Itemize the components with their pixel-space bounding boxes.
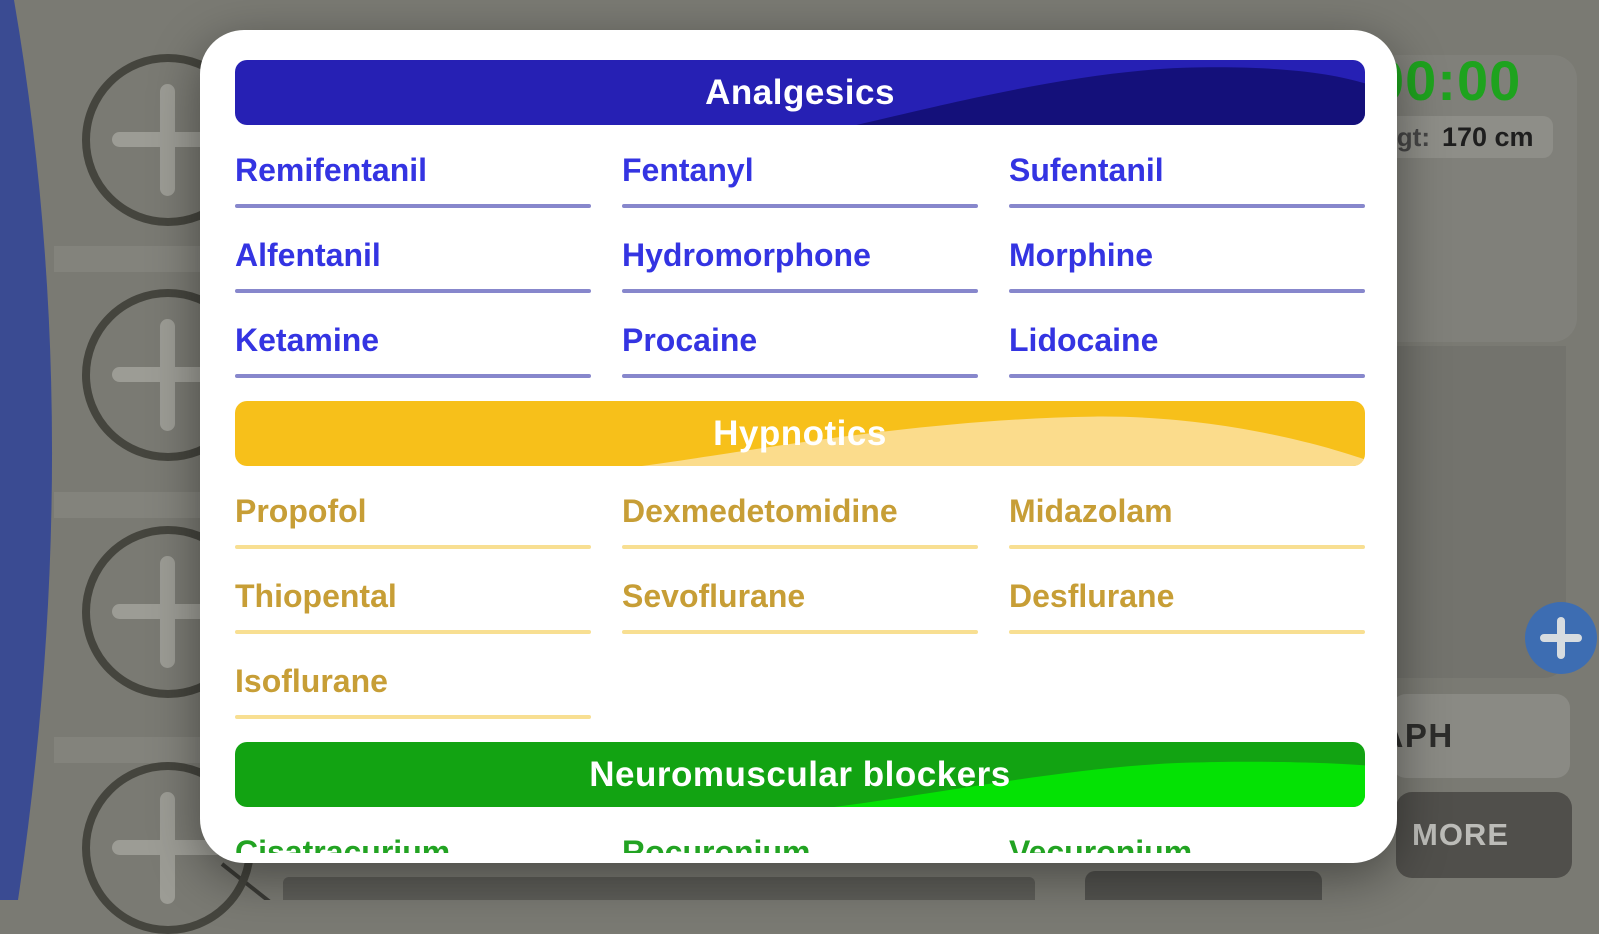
drug-label: Dexmedetomidine	[622, 493, 898, 529]
drug-item-procaine[interactable]: Procaine	[622, 321, 978, 401]
plus-icon	[160, 84, 175, 196]
header-wave-decoration	[856, 67, 1365, 125]
drug-underline	[1009, 289, 1365, 293]
drug-label: Procaine	[622, 322, 758, 358]
drug-section-neuromuscular-blockers: Neuromuscular blockers Cisatracurium Rocur…	[235, 742, 1365, 853]
drug-item-rocuronium[interactable]: Rocuronium	[622, 833, 978, 853]
graph-tab-button[interactable]	[1392, 694, 1570, 778]
drug-label: Ketamine	[235, 322, 380, 358]
drug-label: Midazolam	[1009, 493, 1173, 529]
drug-label: Sufentanil	[1009, 152, 1164, 188]
section-title: Hypnotics	[713, 413, 887, 453]
section-title: Neuromuscular blockers	[589, 754, 1011, 794]
drug-grid: Propofol Dexmedetomidine Midazolam Thiopent…	[235, 492, 1365, 742]
drug-underline	[622, 374, 978, 378]
drug-label: Lidocaine	[1009, 322, 1159, 358]
drug-underline	[622, 289, 978, 293]
drug-label: Morphine	[1009, 237, 1153, 273]
left-curve-band	[0, 0, 53, 900]
drug-label: Cisatracurium	[235, 834, 451, 853]
drug-label: Alfentanil	[235, 237, 381, 273]
drug-grid: Remifentanil Fentanyl Sufentanil Alfentanil…	[235, 151, 1365, 401]
drug-label: Hydromorphone	[622, 237, 871, 273]
drug-underline	[1009, 630, 1365, 634]
drug-item-remifentanil[interactable]: Remifentanil	[235, 151, 591, 231]
drug-underline	[235, 545, 591, 549]
drug-grid: Cisatracurium Rocuronium Vecuronium	[235, 833, 1365, 853]
patient-height-chip: Hgt: 170 cm	[1370, 116, 1553, 158]
drug-label: Vecuronium	[1009, 834, 1193, 853]
drug-item-morphine[interactable]: Morphine	[1009, 236, 1365, 316]
drug-underline	[1009, 545, 1365, 549]
drug-item-alfentanil[interactable]: Alfentanil	[235, 236, 591, 316]
drug-item-desflurane[interactable]: Desflurane	[1009, 577, 1365, 657]
drug-item-lidocaine[interactable]: Lidocaine	[1009, 321, 1365, 401]
more-button-label: MORE	[1412, 817, 1509, 852]
drug-item-midazolam[interactable]: Midazolam	[1009, 492, 1365, 572]
more-button[interactable]: MORE	[1396, 792, 1572, 878]
section-header-analgesics: Analgesics	[235, 60, 1365, 125]
plus-icon	[160, 556, 175, 668]
drug-label: Rocuronium	[622, 834, 811, 853]
drug-label: Desflurane	[1009, 578, 1175, 614]
plus-icon	[160, 792, 175, 904]
background-toolbar-panel	[283, 877, 1035, 900]
drug-label: Fentanyl	[622, 152, 754, 188]
drug-item-dexmedetomidine[interactable]: Dexmedetomidine	[622, 492, 978, 572]
background-toolbar-panel	[1085, 871, 1322, 900]
drug-underline	[1009, 204, 1365, 208]
drug-section-hypnotics: Hypnotics Propofol Dexmedetomidine Midazola…	[235, 401, 1365, 742]
drug-item-vecuronium[interactable]: Vecuronium	[1009, 833, 1365, 853]
height-value: 170 cm	[1441, 121, 1534, 152]
drug-underline	[235, 630, 591, 634]
plus-icon	[1557, 617, 1565, 659]
drug-item-sevoflurane[interactable]: Sevoflurane	[622, 577, 978, 657]
drug-label: Remifentanil	[235, 152, 428, 188]
section-header-hypnotics: Hypnotics	[235, 401, 1365, 466]
drug-label: Propofol	[235, 493, 367, 529]
drug-sections-list: Analgesics Remifentanil Fentanyl Sufentanil…	[235, 60, 1365, 853]
drug-label: Isoflurane	[235, 663, 388, 699]
drug-label: Sevoflurane	[622, 578, 806, 614]
section-title: Analgesics	[705, 72, 895, 112]
drug-underline	[622, 545, 978, 549]
drug-item-isoflurane[interactable]: Isoflurane	[235, 662, 591, 742]
drug-item-hydromorphone[interactable]: Hydromorphone	[622, 236, 978, 316]
drug-underline	[235, 204, 591, 208]
drug-section-analgesics: Analgesics Remifentanil Fentanyl Sufentanil…	[235, 60, 1365, 401]
section-header-neuromuscular-blockers: Neuromuscular blockers	[235, 742, 1365, 807]
drug-underline	[622, 204, 978, 208]
drug-underline	[235, 289, 591, 293]
drug-item-sufentanil[interactable]: Sufentanil	[1009, 151, 1365, 231]
drug-item-ketamine[interactable]: Ketamine	[235, 321, 591, 401]
header-wave-decoration	[833, 761, 1365, 807]
drug-picker-dialog: Analgesics Remifentanil Fentanyl Sufentanil…	[200, 30, 1397, 863]
drug-item-cisatracurium[interactable]: Cisatracurium	[235, 833, 591, 853]
drug-underline	[235, 374, 591, 378]
drug-item-propofol[interactable]: Propofol	[235, 492, 591, 572]
drug-label: Thiopental	[235, 578, 397, 614]
case-timer: 00:00	[1373, 49, 1522, 112]
floating-add-button[interactable]	[1525, 602, 1597, 674]
drug-underline	[235, 715, 591, 719]
drug-item-fentanyl[interactable]: Fentanyl	[622, 151, 978, 231]
drug-underline	[1009, 374, 1365, 378]
drug-underline	[622, 630, 978, 634]
drug-item-thiopental[interactable]: Thiopental	[235, 577, 591, 657]
header-wave-decoration	[641, 416, 1365, 466]
plus-icon	[160, 319, 175, 431]
